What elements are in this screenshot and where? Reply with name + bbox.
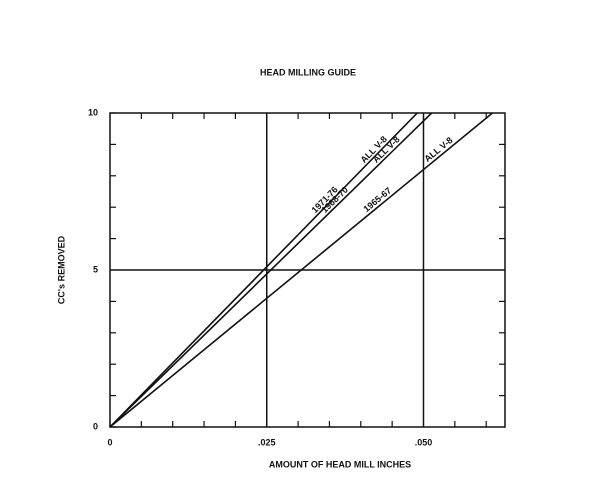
x-tick-label: .025	[258, 437, 276, 447]
y-tick-label: 0	[93, 421, 98, 431]
x-axis-label: AMOUNT OF HEAD MILL INCHES	[269, 459, 411, 469]
series-label: 1965-67	[361, 185, 393, 214]
data-line	[109, 112, 418, 428]
y-axis-label: CC's REMOVED	[56, 235, 66, 304]
y-tick-label: 5	[93, 264, 98, 274]
x-tick-label: .050	[415, 437, 433, 447]
data-line	[109, 112, 493, 428]
series-sublabel: ALL V-8	[422, 135, 454, 164]
y-tick-label: 10	[88, 107, 98, 117]
data-line	[109, 112, 433, 428]
x-tick-label: 0	[107, 437, 112, 447]
chart-title: HEAD MILLING GUIDE	[260, 67, 356, 77]
